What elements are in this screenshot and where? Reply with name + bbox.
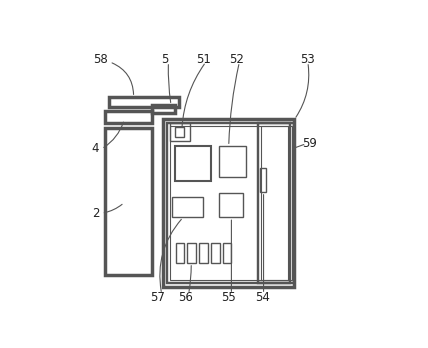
- Bar: [258, 124, 294, 283]
- Bar: [172, 197, 203, 217]
- Text: 55: 55: [221, 291, 236, 304]
- Text: 57: 57: [150, 291, 165, 304]
- Bar: [199, 243, 208, 263]
- Bar: [260, 168, 266, 192]
- Bar: [170, 126, 288, 280]
- Bar: [223, 243, 232, 263]
- Text: 58: 58: [93, 53, 107, 66]
- Bar: [163, 119, 294, 287]
- Bar: [220, 193, 244, 217]
- Bar: [175, 243, 184, 263]
- Text: 59: 59: [302, 137, 317, 150]
- Bar: [175, 127, 184, 137]
- Bar: [152, 105, 175, 113]
- Bar: [110, 97, 179, 108]
- Text: 51: 51: [196, 53, 211, 66]
- Text: 5: 5: [161, 53, 168, 66]
- Bar: [187, 243, 196, 263]
- Text: 52: 52: [229, 53, 244, 66]
- Bar: [105, 127, 152, 275]
- Text: 4: 4: [92, 142, 99, 156]
- Bar: [170, 124, 190, 141]
- Bar: [261, 126, 292, 280]
- Text: 53: 53: [300, 53, 315, 66]
- Bar: [167, 124, 290, 283]
- Bar: [220, 146, 246, 177]
- Bar: [211, 243, 220, 263]
- Text: 2: 2: [92, 207, 99, 220]
- Bar: [105, 111, 152, 124]
- Bar: [175, 146, 211, 181]
- Text: 56: 56: [178, 291, 193, 304]
- Text: 54: 54: [255, 291, 270, 304]
